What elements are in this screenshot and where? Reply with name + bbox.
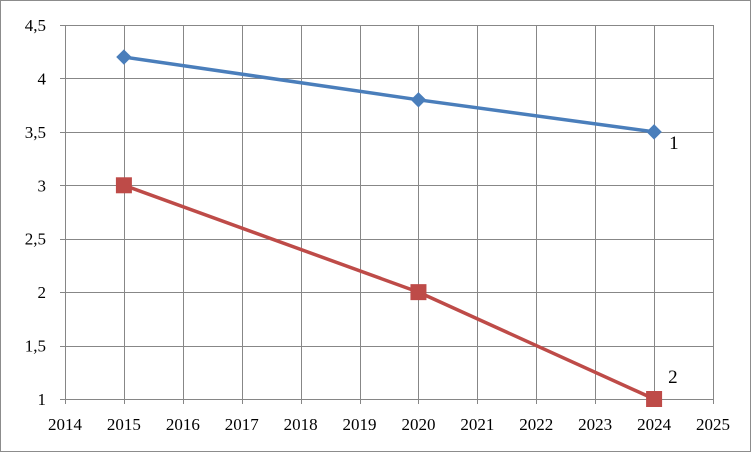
tick-labels: 2014 2015 2016 2017 2018 2019 2020 2021 2022 2023… [25,16,730,434]
x-tick-label: 2014 [48,415,83,434]
series-1: 1 [116,49,679,154]
y-tick-label: 1,5 [25,337,46,356]
x-tick-label: 2022 [519,415,553,434]
axes [60,25,714,404]
x-tick-label: 2016 [166,415,200,434]
x-tick-label: 2023 [578,415,612,434]
x-tick-label: 2019 [343,415,377,434]
y-tick-label: 4 [38,69,47,88]
grid [65,25,714,400]
x-tick-label: 2025 [696,415,730,434]
series-2: 2 [115,177,678,407]
data-point-square [646,391,663,407]
x-tick-label: 2021 [460,415,494,434]
y-tick-label: 3,5 [25,123,46,142]
x-tick-label: 2024 [637,415,672,434]
series-label: 1 [669,133,679,154]
y-tick-label: 2,5 [25,230,46,249]
data-point-diamond [116,49,132,65]
y-tick-label: 2 [38,283,47,302]
x-tick-label: 2015 [107,415,141,434]
y-tick-label: 4,5 [25,16,46,35]
x-tick-label: 2018 [284,415,318,434]
x-tick-label: 2017 [225,415,260,434]
data-point-diamond [410,92,427,108]
y-tick-label: 3 [38,176,47,195]
data-point-diamond [646,124,662,140]
data-point-square [115,177,132,194]
data-point-square [410,284,427,301]
series: 12 [115,49,679,407]
series-line [123,55,655,134]
x-tick-label: 2020 [401,415,435,434]
series-label: 2 [668,367,678,388]
y-tick-label: 1 [38,390,47,409]
